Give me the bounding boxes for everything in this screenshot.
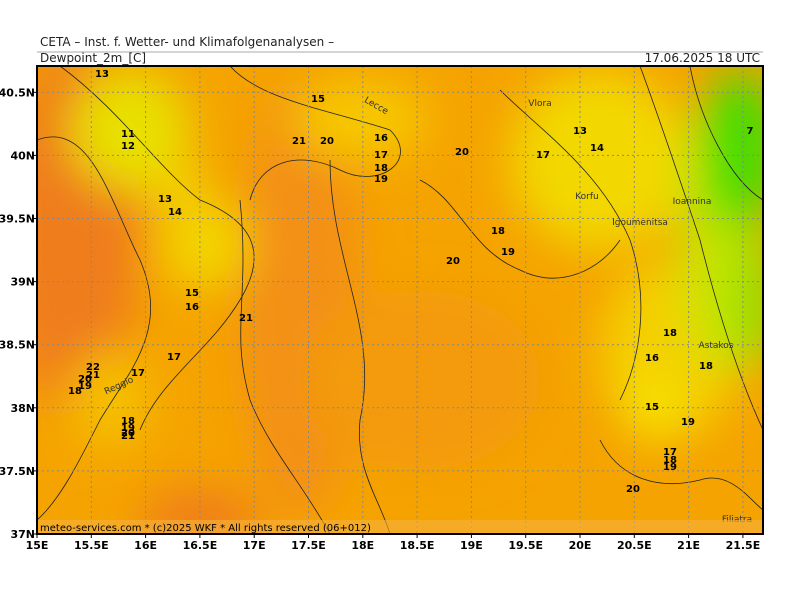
contour-label: 17 [663, 447, 677, 458]
lat-tick-label: 38N [10, 402, 35, 415]
contour-label: 17 [131, 368, 145, 379]
lon-tick-label: 18E [351, 539, 374, 552]
copyright: meteo-services.com * (c)2025 WKF * All r… [40, 523, 371, 534]
contour-label: 7 [747, 126, 754, 137]
contour-label: 18 [491, 226, 505, 237]
contour-label: 22 [86, 362, 100, 373]
contour-label: 19 [501, 247, 515, 258]
contour-label: 15 [185, 288, 199, 299]
map-frame [36, 65, 764, 535]
lat-tick-label: 37.5N [0, 465, 35, 478]
lat-tick-label: 40N [10, 149, 35, 162]
contour-label: 16 [645, 353, 659, 364]
contour-label: 20 [320, 136, 334, 147]
contour-label: 21 [239, 313, 253, 324]
contour-label: 19 [663, 462, 677, 473]
contour-label: 18 [121, 416, 135, 427]
valid-time: 17.06.2025 18 UTC [645, 51, 760, 65]
contour-label: 16 [374, 133, 388, 144]
contour-label: 20 [121, 428, 135, 439]
contours [37, 66, 763, 534]
contour-label: 18 [699, 361, 713, 372]
contour-label: 18 [663, 455, 677, 466]
lon-tick-label: 17E [243, 539, 266, 552]
contour-label: 20 [455, 147, 469, 158]
lon-tick-label: 15.5E [74, 539, 109, 552]
contour-label: 14 [168, 207, 182, 218]
lon-tick-label: 19.5E [508, 539, 543, 552]
lat-tick-label: 37N [10, 528, 35, 541]
lon-tick-label: 18.5E [400, 539, 435, 552]
graticule [37, 66, 763, 534]
lon-tick-label: 16.5E [183, 539, 218, 552]
lon-tick-label: 19E [460, 539, 483, 552]
place-name: Astakos [699, 341, 734, 351]
contour-label: 19 [374, 174, 388, 185]
lon-tick-label: 21.5E [726, 539, 761, 552]
contour-label: 21 [121, 431, 135, 442]
contour-label: 19 [681, 417, 695, 428]
lon-tick-label: 20.5E [617, 539, 652, 552]
lon-tick-label: 17.5E [291, 539, 326, 552]
place-name: Igoumenitsa [612, 218, 668, 228]
place-name: Ioannina [673, 197, 712, 207]
contour-label: 13 [158, 194, 172, 205]
contour-label: 20 [78, 374, 92, 385]
lon-tick-label: 21E [677, 539, 700, 552]
contour-label: 19 [121, 423, 135, 434]
lat-tick-label: 39.5N [0, 213, 35, 226]
contour-label: 21 [86, 370, 100, 381]
footer-band [37, 520, 763, 534]
contour-label: 21 [292, 136, 306, 147]
lon-tick-label: 16E [134, 539, 157, 552]
place-name: Korfu [575, 192, 599, 202]
parameter: Dewpoint_2m_[C] [40, 51, 146, 65]
contour-label: 16 [185, 302, 199, 313]
contour-label: 12 [121, 141, 135, 152]
contour-label: 17 [536, 150, 550, 161]
contour-label: 20 [626, 484, 640, 495]
contour-label: 17 [374, 150, 388, 161]
lat-tick-label: 40.5N [0, 86, 35, 99]
contour-label: 15 [645, 402, 659, 413]
lon-tick-label: 20E [569, 539, 592, 552]
contour-label: 14 [590, 143, 604, 154]
contour-label: 18 [68, 386, 82, 397]
institute: CETA – Inst. f. Wetter- und Klimafolgena… [40, 35, 334, 49]
contour-label: 18 [374, 163, 388, 174]
contour-label: 20 [446, 256, 460, 267]
contour-label: 13 [573, 126, 587, 137]
lat-tick-label: 38.5N [0, 339, 35, 352]
lon-tick-label: 15E [26, 539, 49, 552]
contour-label: 18 [663, 328, 677, 339]
place-name: Vlora [528, 99, 551, 109]
lat-tick-label: 39N [10, 276, 35, 289]
contour-label: 15 [311, 94, 325, 105]
contour-label: 11 [121, 129, 135, 140]
contour-label: 17 [167, 352, 181, 363]
contour-label: 13 [95, 69, 109, 80]
contour-label: 19 [78, 381, 92, 392]
